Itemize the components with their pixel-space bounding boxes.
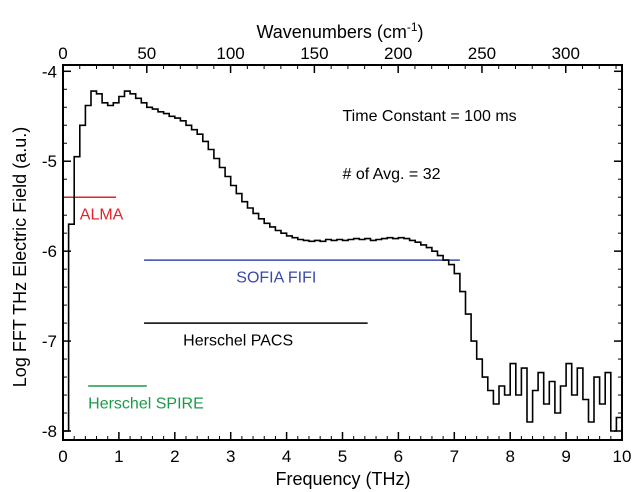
x-tick-label: 7 xyxy=(450,447,459,466)
y-tick-label: -8 xyxy=(42,422,57,441)
x2-tick-label: 50 xyxy=(137,44,156,63)
x-tick-label: 4 xyxy=(282,447,291,466)
y-tick-label: -5 xyxy=(42,152,57,171)
x-tick-label: 5 xyxy=(338,447,347,466)
chart-annotation: Time Constant = 100 ms xyxy=(343,108,517,125)
series-layer xyxy=(63,90,622,432)
y-tick-label: -4 xyxy=(42,62,57,81)
x2-axis-title-superscript: -1 xyxy=(407,20,418,34)
x-tick-label: 0 xyxy=(58,447,67,466)
x2-tick-label: 0 xyxy=(58,44,67,63)
x-tick-label: 9 xyxy=(561,447,570,466)
bands-layer: ALMA SOFIA FIFI Herschel PACS Herschel SPIR… xyxy=(65,196,460,413)
axes-layer: 0 1 2 3 4 5 6 7 8 9 10-8-7-6-5-40 50 100 150 200 250 300 xyxy=(42,44,632,466)
band-label-herschel-spire: Herschel SPIRE xyxy=(88,396,204,413)
x2-tick-label: 200 xyxy=(384,44,412,63)
x2-tick-label: 100 xyxy=(216,44,244,63)
x-tick-label: 6 xyxy=(394,447,403,466)
x-tick-label: 1 xyxy=(114,447,123,466)
x2-axis-title-end: ) xyxy=(418,22,424,42)
band-label-alma: ALMA xyxy=(80,207,124,224)
x2-axis-title: Wavenumbers (cm-1) xyxy=(256,20,423,42)
x2-tick-label: 150 xyxy=(300,44,328,63)
x2-tick-label: 300 xyxy=(552,44,580,63)
band-label-sofia-fifi: SOFIA FIFI xyxy=(236,270,316,287)
x-tick-label: 8 xyxy=(505,447,514,466)
y-tick-label: -7 xyxy=(42,332,57,351)
x2-tick-label: 250 xyxy=(468,44,496,63)
x-tick-label: 2 xyxy=(170,447,179,466)
x-tick-label: 3 xyxy=(226,447,235,466)
x2-axis-title-main: Wavenumbers (cm xyxy=(256,22,406,42)
spectrum-line xyxy=(63,90,622,432)
chart-annotation: # of Avg. = 32 xyxy=(343,166,441,183)
annotations-layer: Time Constant = 100 ms # of Avg. = 32 xyxy=(343,108,517,183)
x-tick-label: 10 xyxy=(613,447,632,466)
band-label-herschel-pacs: Herschel PACS xyxy=(183,333,293,350)
x-axis-title: Frequency (THz) xyxy=(275,469,410,489)
y-axis-title: Log FFT THz Electric Field (a.u.) xyxy=(10,127,30,387)
y-tick-label: -6 xyxy=(42,242,57,261)
